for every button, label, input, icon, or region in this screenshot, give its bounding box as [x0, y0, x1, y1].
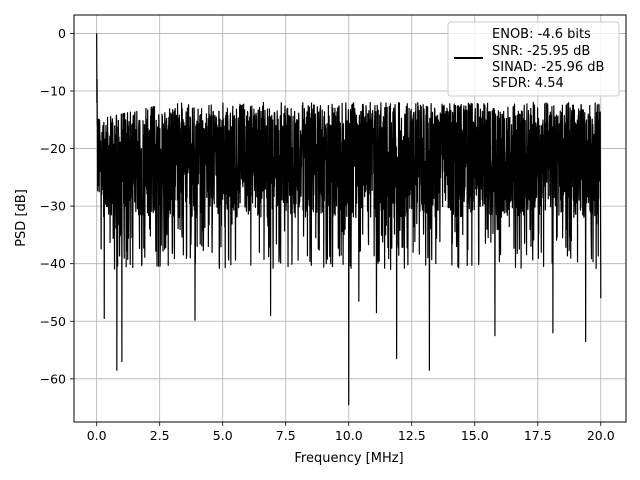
x-tick-label: 15.0 [461, 428, 489, 443]
legend-sfdr: SFDR: 4.54 [492, 76, 564, 91]
x-tick-label: 0.0 [87, 428, 107, 443]
y-tick-label: −50 [40, 314, 66, 329]
legend-box [447, 21, 620, 97]
x-tick-label: 5.0 [213, 428, 233, 443]
y-tick-label: 0 [58, 26, 66, 41]
y-tick-label: −30 [40, 199, 66, 214]
axes-frame [73, 14, 627, 423]
x-tick-label: 10.0 [335, 428, 363, 443]
psd-series-line [96, 33, 602, 406]
x-tick-label: 2.5 [150, 428, 170, 443]
x-tick-label: 12.5 [398, 428, 426, 443]
y-tick-label: −40 [40, 256, 66, 271]
legend: ENOB: -4.6 bits SNR: -25.95 dB SINAD: -2… [447, 21, 620, 97]
legend-snr: SNR: -25.95 dB [492, 44, 590, 59]
y-tick-label: −10 [40, 83, 66, 98]
y-axis-ticks: 0 −10 −20 −30 −40 −50 −60 [40, 26, 74, 386]
x-axis-ticks: 0.0 2.5 5.0 7.5 10.0 12.5 15.0 17.5 20.0 [87, 422, 615, 443]
x-tick-label: 20.0 [587, 428, 615, 443]
x-tick-label: 7.5 [276, 428, 296, 443]
x-axis-label: Frequency [MHz] [294, 451, 403, 466]
y-tick-label: −20 [40, 141, 66, 156]
y-axis-label: PSD [dB] [14, 189, 29, 247]
x-tick-label: 17.5 [524, 428, 552, 443]
psd-trace [96, 33, 602, 406]
legend-enob: ENOB: -4.6 bits [492, 27, 591, 42]
legend-sinad: SINAD: -25.96 dB [492, 60, 604, 75]
y-tick-label: −60 [40, 371, 66, 386]
